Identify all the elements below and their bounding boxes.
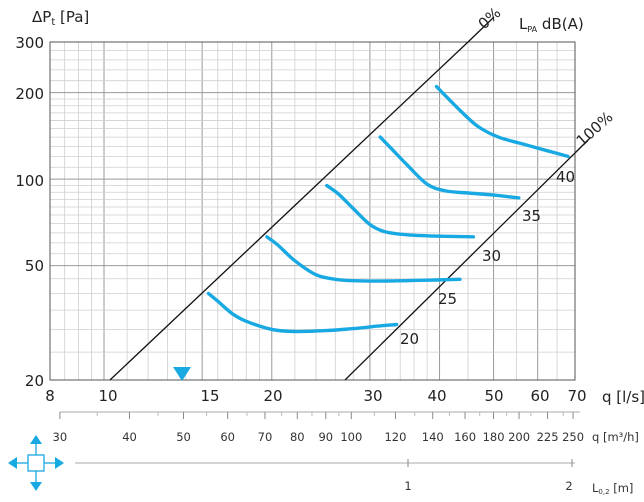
m3h-tick-label-40: 40 [122, 430, 137, 444]
sound-level-label-20: 20 [400, 330, 419, 348]
x-tick-40: 40 [427, 387, 446, 405]
sound-label-unit: dB(A) [537, 15, 584, 33]
m3h-tick-label-100: 100 [340, 430, 362, 444]
x-tick-8: 8 [45, 387, 55, 405]
y-tick-20: 20 [25, 372, 44, 390]
sound-level-label-35: 35 [522, 207, 541, 225]
closed-0-percent-label: 0% [475, 4, 505, 33]
m3h-tick-label-200: 200 [508, 430, 530, 444]
curve-25-dba [265, 235, 462, 283]
throw-axis-label: L0,2 [m] [592, 481, 633, 496]
m3h-tick-marks [59, 412, 574, 419]
x-axis-label: q [l/s] [602, 388, 644, 406]
throw-label-unit: [m] [610, 481, 634, 495]
m3h-tick-label-70: 70 [258, 430, 273, 444]
m3h-tick-label-50: 50 [176, 430, 191, 444]
open-100-percent-line [344, 152, 575, 380]
y-label-main: ΔP [32, 8, 51, 26]
selection-marker-triangle [173, 367, 191, 381]
curve-35-dba [378, 135, 521, 200]
m3h-tick-labels: 30 40 50 60 70 80 90 100 120 140 160 180 200 225 250 [53, 430, 584, 444]
sound-label-main: L [519, 15, 528, 33]
closed-line-extension [467, 16, 495, 43]
open-100-percent-label: 100% [573, 108, 617, 150]
x-tick-50: 50 [484, 387, 503, 405]
m3h-tick-label-180: 180 [483, 430, 505, 444]
m3h-tick-label-80: 80 [290, 430, 305, 444]
y-tick-50: 50 [25, 257, 44, 275]
air-direction-icon [8, 435, 64, 491]
throw-label-sub: 0,2 [598, 488, 609, 496]
closed-0-percent-line [109, 42, 469, 380]
m3h-axis-label: q [m³/h] [592, 430, 639, 444]
x-tick-60: 60 [530, 387, 549, 405]
throw-tick-label-2: 2 [565, 479, 572, 493]
y-label-unit: [Pa] [55, 8, 89, 26]
plot-frame [49, 41, 576, 381]
m3h-tick-label-120: 120 [384, 430, 406, 444]
curve-20-dba [206, 291, 399, 334]
m3h-tick-label-140: 140 [422, 430, 444, 444]
m3h-tick-label-225: 225 [537, 430, 559, 444]
x-tick-15: 15 [200, 387, 219, 405]
sound-level-label-40: 40 [556, 168, 575, 186]
grid [49, 41, 576, 381]
m3h-tick-label-90: 90 [318, 430, 333, 444]
sound-level-curves [206, 84, 570, 334]
m3h-tick-label-30: 30 [53, 430, 68, 444]
throw-label-main: L [592, 481, 599, 495]
sound-level-label-30: 30 [482, 247, 501, 265]
y-axis-label: ΔPt [Pa] [32, 8, 89, 28]
y-tick-100: 100 [15, 172, 44, 190]
y-tick-300: 300 [15, 34, 44, 52]
m3h-tick-label-250: 250 [562, 430, 584, 444]
x-tick-20: 20 [263, 387, 282, 405]
x-tick-30: 30 [363, 387, 382, 405]
sound-label-sub: PA [527, 25, 537, 34]
m3h-tick-label-160: 160 [454, 430, 476, 444]
y-tick-200: 200 [15, 85, 44, 103]
curve-40-dba [434, 84, 570, 159]
sound-level-axis-label: LPA dB(A) [519, 15, 584, 34]
x-tick-10: 10 [98, 387, 117, 405]
sound-level-label-25: 25 [438, 290, 457, 308]
y-label-sub: t [51, 17, 55, 28]
curve-30-dba [325, 183, 476, 239]
open-line-extension [574, 137, 591, 154]
x-tick-70: 70 [567, 387, 586, 405]
throw-tick-label-1: 1 [404, 479, 411, 493]
m3h-tick-label-60: 60 [220, 430, 235, 444]
